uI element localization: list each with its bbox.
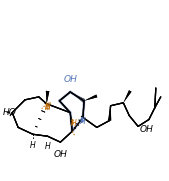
Polygon shape xyxy=(123,90,131,103)
Text: Ḣ: Ḣ xyxy=(45,102,51,111)
Polygon shape xyxy=(84,94,97,101)
Text: OH: OH xyxy=(140,125,154,134)
Polygon shape xyxy=(46,91,49,104)
Polygon shape xyxy=(123,90,131,103)
Text: H: H xyxy=(80,117,86,126)
Text: HO: HO xyxy=(2,108,16,117)
Polygon shape xyxy=(108,106,111,121)
Text: H: H xyxy=(70,119,76,128)
Text: H: H xyxy=(45,103,51,112)
Text: OH: OH xyxy=(53,150,67,159)
Polygon shape xyxy=(84,94,97,101)
Polygon shape xyxy=(70,92,85,102)
Polygon shape xyxy=(46,91,49,104)
Text: OH: OH xyxy=(63,75,77,84)
Text: H: H xyxy=(45,142,51,151)
Text: H: H xyxy=(30,141,36,150)
